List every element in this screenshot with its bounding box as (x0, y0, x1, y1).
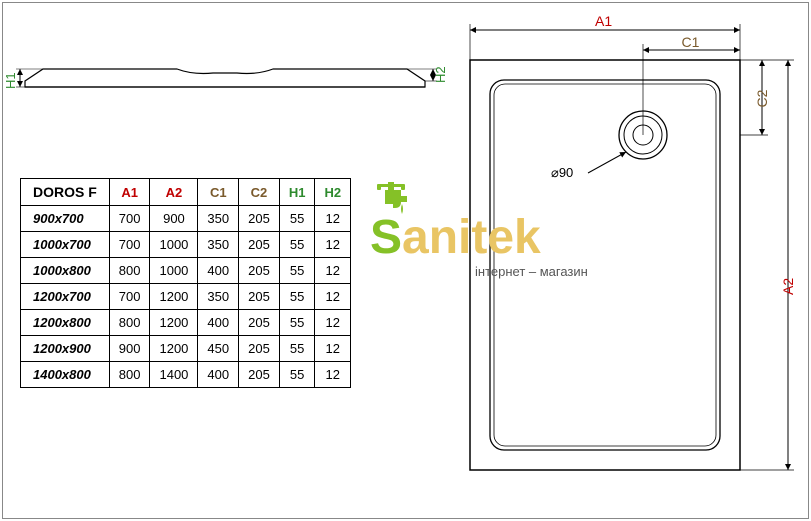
value-cell: 1200 (150, 336, 198, 362)
value-cell: 700 (109, 232, 150, 258)
model-cell: 1000x700 (21, 232, 110, 258)
value-cell: 55 (279, 284, 315, 310)
table-row: 1200x80080012004002055512 (21, 310, 351, 336)
value-cell: 400 (198, 362, 239, 388)
value-cell: 12 (315, 362, 351, 388)
value-cell: 205 (239, 310, 280, 336)
value-cell: 450 (198, 336, 239, 362)
svg-text:H1: H1 (3, 72, 18, 89)
value-cell: 350 (198, 206, 239, 232)
page-container: ⌀90A1C1A2C2H1H2 DOROS FA1A2C1C2H1H2900x7… (0, 0, 811, 521)
svg-text:⌀90: ⌀90 (551, 165, 573, 180)
table-row: 1000x80080010004002055512 (21, 258, 351, 284)
svg-text:A1: A1 (595, 13, 612, 29)
value-cell: 205 (239, 232, 280, 258)
model-cell: 1400x800 (21, 362, 110, 388)
value-cell: 1200 (150, 310, 198, 336)
table-row: 1000x70070010003502055512 (21, 232, 351, 258)
value-cell: 12 (315, 206, 351, 232)
model-cell: 1200x700 (21, 284, 110, 310)
table-row: 900x7007009003502055512 (21, 206, 351, 232)
value-cell: 800 (109, 258, 150, 284)
svg-text:C1: C1 (682, 34, 700, 50)
value-cell: 205 (239, 284, 280, 310)
value-cell: 12 (315, 232, 351, 258)
value-cell: 55 (279, 362, 315, 388)
svg-text:C2: C2 (754, 89, 770, 107)
model-cell: 1200x900 (21, 336, 110, 362)
value-cell: 12 (315, 310, 351, 336)
dimension-table: DOROS FA1A2C1C2H1H2900x70070090035020555… (20, 178, 351, 388)
value-cell: 700 (109, 206, 150, 232)
table-row: 1200x90090012004502055512 (21, 336, 351, 362)
value-cell: 55 (279, 258, 315, 284)
table-header-A2: A2 (150, 179, 198, 206)
value-cell: 1400 (150, 362, 198, 388)
value-cell: 1000 (150, 258, 198, 284)
value-cell: 12 (315, 284, 351, 310)
value-cell: 800 (109, 310, 150, 336)
table-header-C2: C2 (239, 179, 280, 206)
faucet-icon (373, 180, 409, 216)
value-cell: 700 (109, 284, 150, 310)
table-header-A1: A1 (109, 179, 150, 206)
value-cell: 205 (239, 362, 280, 388)
table-header-C1: C1 (198, 179, 239, 206)
value-cell: 400 (198, 258, 239, 284)
value-cell: 205 (239, 206, 280, 232)
model-cell: 900x700 (21, 206, 110, 232)
table-header-H2: H2 (315, 179, 351, 206)
table-header-H1: H1 (279, 179, 315, 206)
value-cell: 400 (198, 310, 239, 336)
value-cell: 55 (279, 232, 315, 258)
value-cell: 55 (279, 310, 315, 336)
svg-text:H2: H2 (433, 66, 448, 83)
svg-text:A2: A2 (780, 278, 796, 295)
value-cell: 800 (109, 362, 150, 388)
value-cell: 205 (239, 336, 280, 362)
model-cell: 1200x800 (21, 310, 110, 336)
value-cell: 205 (239, 258, 280, 284)
value-cell: 12 (315, 258, 351, 284)
model-cell: 1000x800 (21, 258, 110, 284)
value-cell: 900 (109, 336, 150, 362)
watermark-subtitle: інтернет – магазин (475, 264, 588, 279)
table-title-cell: DOROS F (21, 179, 110, 206)
value-cell: 55 (279, 336, 315, 362)
value-cell: 350 (198, 232, 239, 258)
value-cell: 12 (315, 336, 351, 362)
value-cell: 900 (150, 206, 198, 232)
value-cell: 1200 (150, 284, 198, 310)
value-cell: 55 (279, 206, 315, 232)
table-row: 1400x80080014004002055512 (21, 362, 351, 388)
table-row: 1200x70070012003502055512 (21, 284, 351, 310)
value-cell: 1000 (150, 232, 198, 258)
value-cell: 350 (198, 284, 239, 310)
